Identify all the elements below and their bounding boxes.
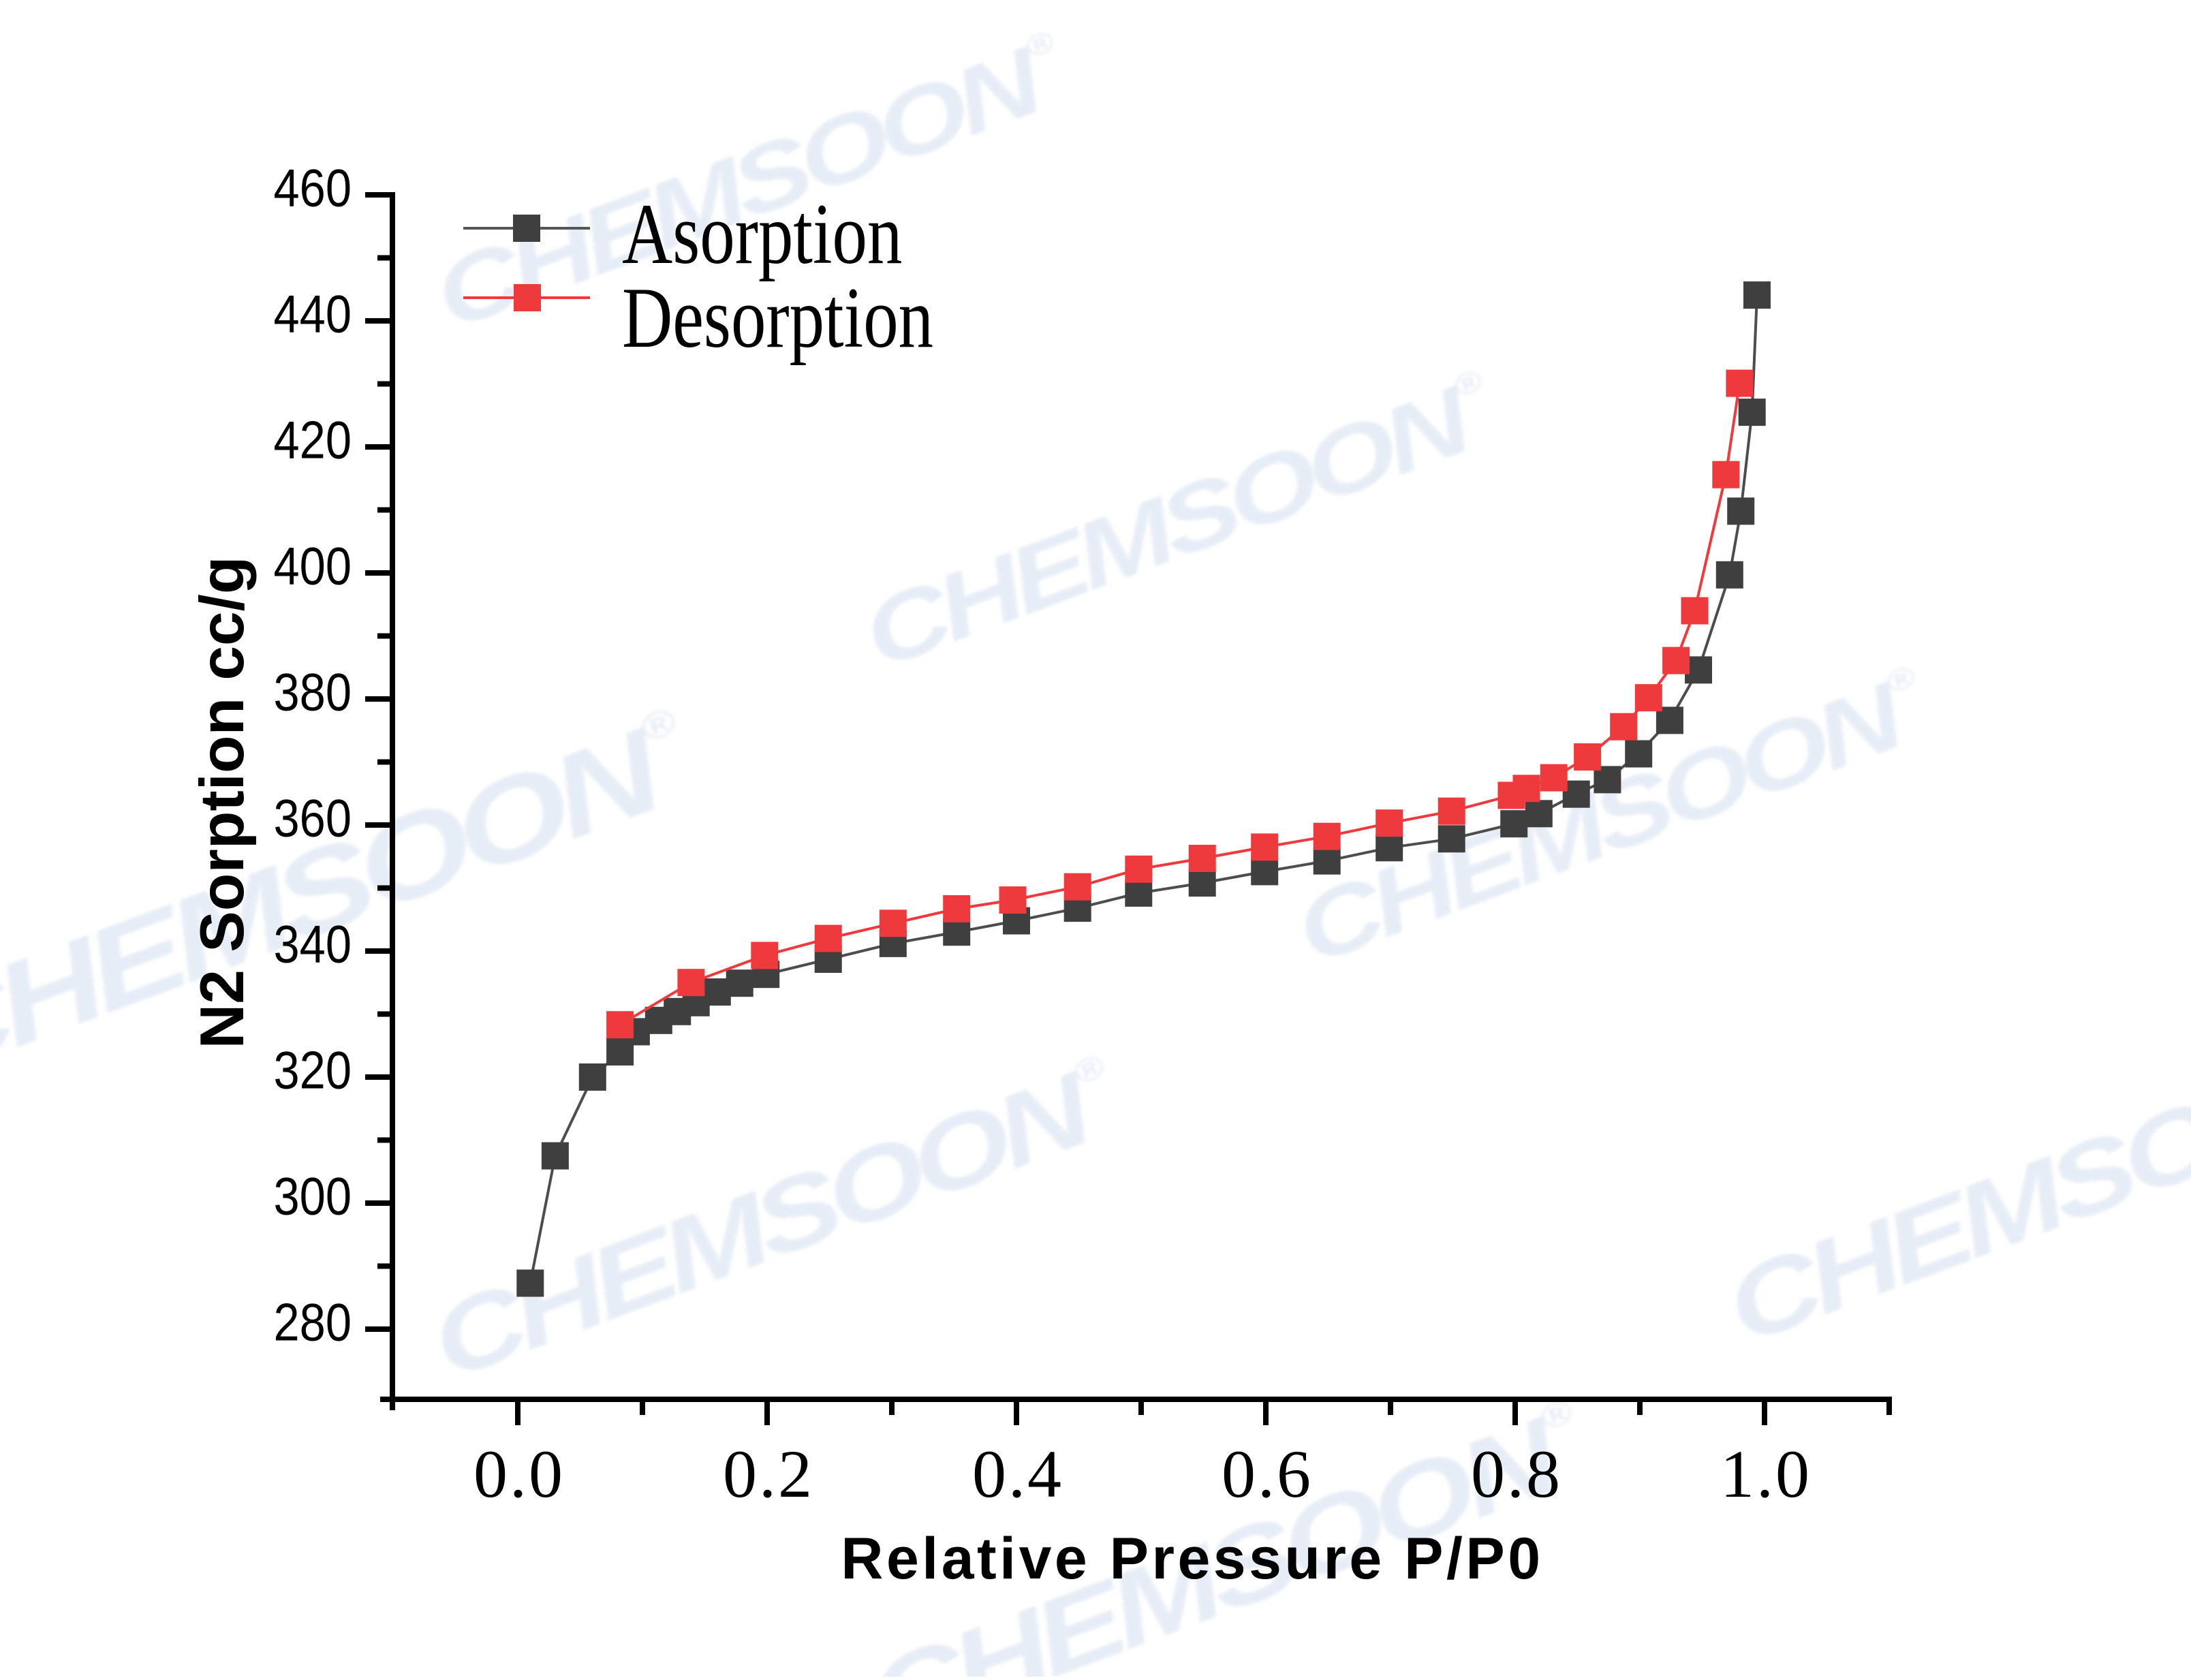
svg-text:360: 360 bbox=[273, 788, 352, 847]
svg-text:0.0: 0.0 bbox=[473, 1436, 565, 1512]
svg-text:400: 400 bbox=[273, 535, 352, 595]
svg-text:380: 380 bbox=[273, 662, 352, 721]
svg-text:320: 320 bbox=[273, 1040, 352, 1100]
svg-text:340: 340 bbox=[273, 914, 352, 974]
svg-text:0.4: 0.4 bbox=[972, 1436, 1063, 1512]
svg-text:280: 280 bbox=[273, 1292, 352, 1352]
svg-text:N2 Sorption cc/g: N2 Sorption cc/g bbox=[188, 556, 257, 1048]
svg-text:460: 460 bbox=[273, 157, 352, 217]
svg-text:0.6: 0.6 bbox=[1222, 1436, 1313, 1512]
svg-text:300: 300 bbox=[273, 1166, 352, 1226]
svg-text:Relative Pressure P/P0: Relative Pressure P/P0 bbox=[841, 1526, 1543, 1591]
svg-text:1.0: 1.0 bbox=[1720, 1436, 1812, 1512]
svg-text:440: 440 bbox=[273, 283, 352, 343]
svg-text:0.8: 0.8 bbox=[1471, 1436, 1562, 1512]
svg-text:Asorption: Asorption bbox=[622, 186, 902, 282]
svg-text:Desorption: Desorption bbox=[622, 270, 933, 366]
svg-text:420: 420 bbox=[273, 409, 352, 469]
svg-text:0.2: 0.2 bbox=[723, 1436, 814, 1512]
